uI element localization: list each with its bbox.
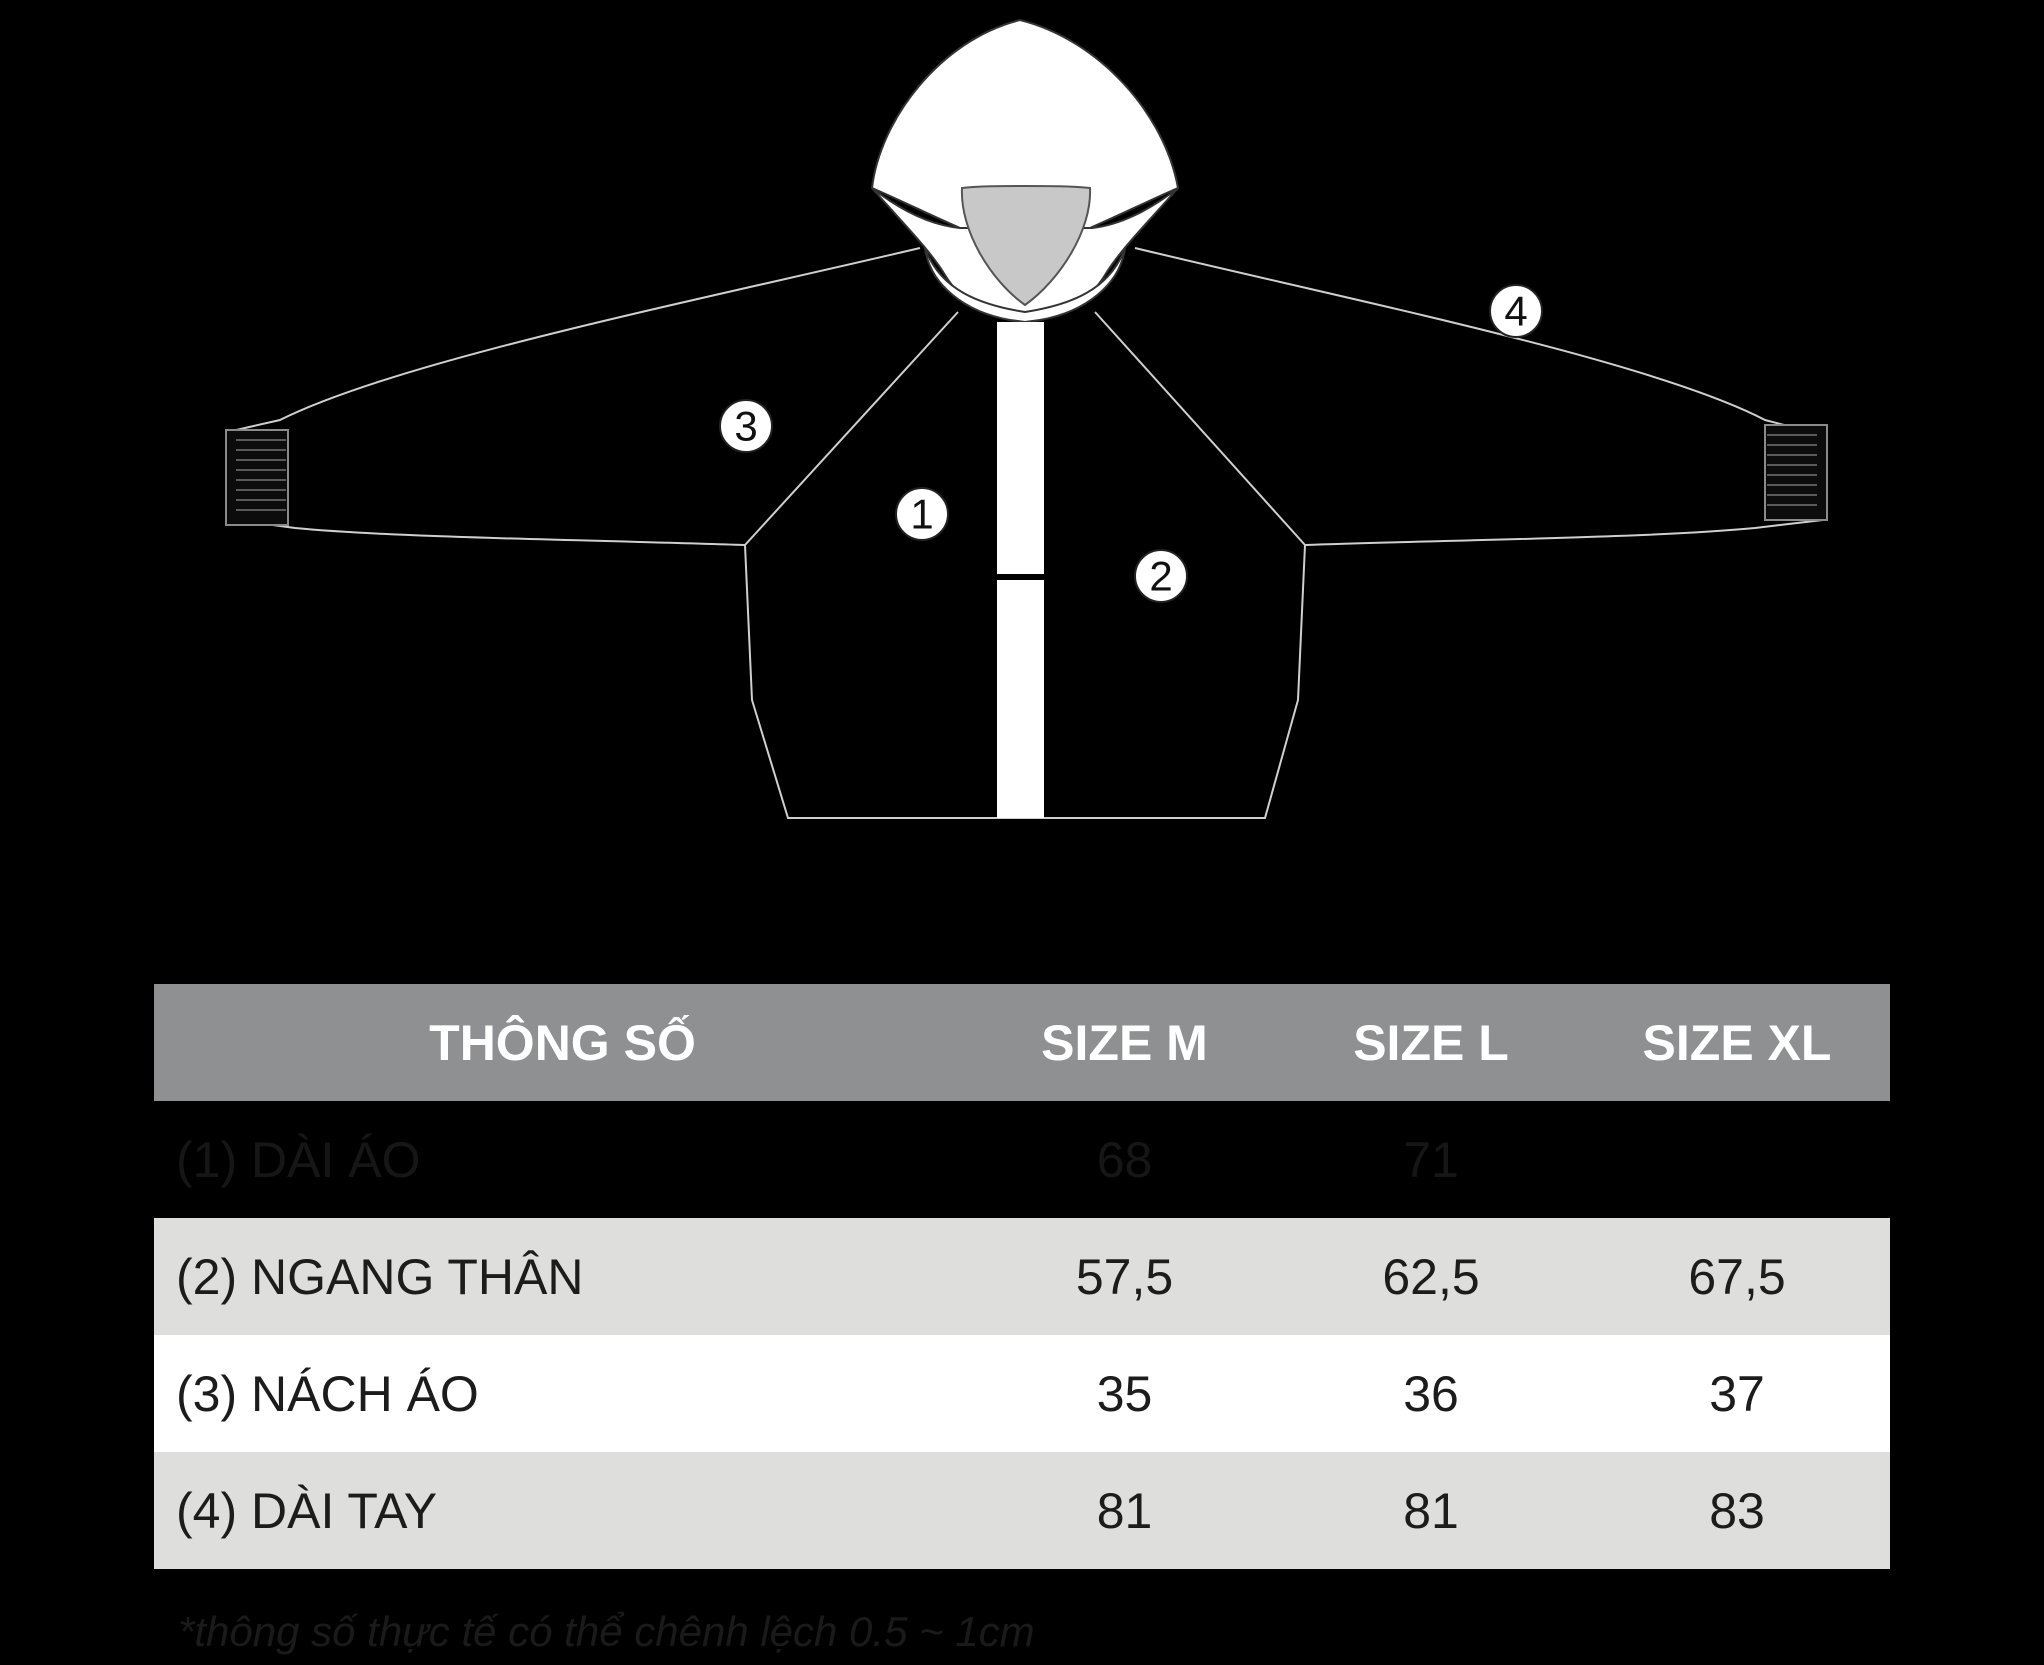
marker-2: 2 bbox=[1134, 549, 1188, 603]
marker-1: 1 bbox=[895, 487, 949, 541]
marker-3: 3 bbox=[719, 399, 773, 453]
cell-value: 67,5 bbox=[1584, 1218, 1890, 1335]
marker-4-label: 4 bbox=[1504, 288, 1527, 335]
row-label: (3) NÁCH ÁO bbox=[154, 1335, 971, 1452]
hood bbox=[870, 18, 1180, 229]
cell-value: 37 bbox=[1584, 1335, 1890, 1452]
zipper-pull bbox=[997, 574, 1044, 580]
header-spec: THÔNG SỐ bbox=[154, 984, 971, 1101]
cell-value: 62,5 bbox=[1278, 1218, 1584, 1335]
table-row: (4) DÀI TAY 81 81 83 bbox=[154, 1452, 1890, 1569]
zipper-upper bbox=[997, 322, 1044, 574]
right-raglan-seam bbox=[1094, 311, 1306, 546]
cell-value: 57,5 bbox=[971, 1218, 1278, 1335]
collar bbox=[924, 247, 1126, 324]
cell-value: 35 bbox=[971, 1335, 1278, 1452]
marker-1-label: 1 bbox=[910, 491, 933, 538]
row-label: (1) DÀI ÁO bbox=[154, 1101, 971, 1218]
left-sleeve bbox=[235, 247, 921, 546]
cell-value: 71 bbox=[1278, 1101, 1584, 1218]
header-size-m: SIZE M bbox=[971, 984, 1278, 1101]
cell-value: 83 bbox=[1584, 1452, 1890, 1569]
row-label: (4) DÀI TAY bbox=[154, 1452, 971, 1569]
marker-2-label: 2 bbox=[1149, 553, 1172, 600]
left-raglan-seam bbox=[744, 311, 959, 546]
marker-4: 4 bbox=[1489, 284, 1543, 338]
cell-value: 81 bbox=[971, 1452, 1278, 1569]
footnote: *thông số thực tế có thể chênh lệch 0.5 … bbox=[178, 1608, 1035, 1655]
cell-value: 36 bbox=[1278, 1335, 1584, 1452]
size-chart-table: THÔNG SỐ SIZE M SIZE L SIZE XL (1) DÀI Á… bbox=[154, 984, 1890, 1569]
table-row: (1) DÀI ÁO 68 71 bbox=[154, 1101, 1890, 1218]
marker-3-label: 3 bbox=[734, 403, 757, 450]
table-row: (3) NÁCH ÁO 35 36 37 bbox=[154, 1335, 1890, 1452]
zipper-lower bbox=[997, 580, 1044, 818]
table-header-row: THÔNG SỐ SIZE M SIZE L SIZE XL bbox=[154, 984, 1890, 1101]
table-row: (2) NGANG THÂN 57,5 62,5 67,5 bbox=[154, 1218, 1890, 1335]
header-size-xl: SIZE XL bbox=[1584, 984, 1890, 1101]
cell-value: 68 bbox=[971, 1101, 1278, 1218]
right-sleeve bbox=[1134, 247, 1824, 546]
hood-inner bbox=[960, 185, 1092, 307]
cell-value bbox=[1584, 1101, 1890, 1218]
cell-value: 81 bbox=[1278, 1452, 1584, 1569]
header-size-l: SIZE L bbox=[1278, 984, 1584, 1101]
row-label: (2) NGANG THÂN bbox=[154, 1218, 971, 1335]
hoodie-diagram: 1 2 3 4 bbox=[225, 18, 1828, 819]
